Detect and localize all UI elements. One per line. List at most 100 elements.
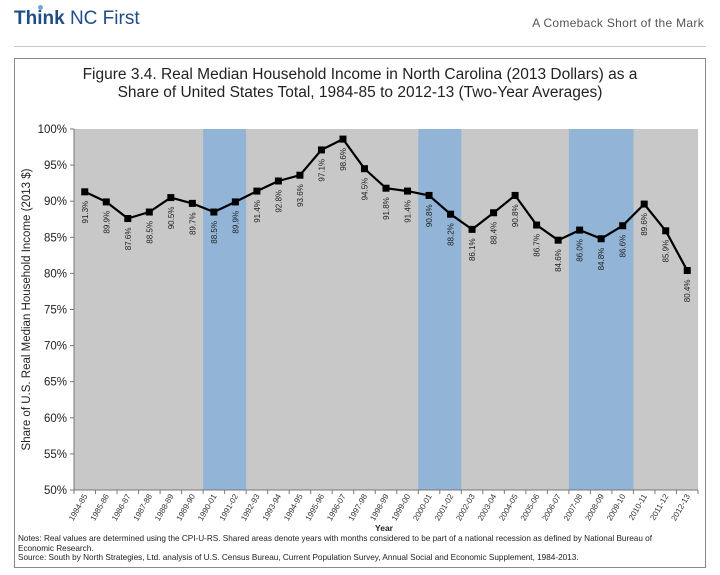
x-tick-label: 1991-02	[218, 492, 241, 522]
data-point	[296, 171, 304, 179]
x-tick-label: 1998-99	[368, 492, 391, 522]
data-point	[404, 187, 412, 195]
x-tick-label: 1992-93	[239, 492, 262, 522]
data-point	[124, 215, 132, 223]
x-tick-label: 1997-98	[347, 492, 370, 522]
data-point	[640, 200, 648, 208]
data-label: 90.8%	[511, 204, 520, 227]
data-point	[360, 165, 368, 173]
x-tick-label: 1990-01	[196, 492, 219, 522]
recession-band	[418, 129, 462, 490]
data-label: 89.9%	[231, 211, 240, 234]
data-point	[81, 188, 89, 196]
recession-band	[568, 129, 634, 490]
data-point	[490, 209, 498, 217]
chart-notes: Notes: Real values are determined using …	[18, 534, 702, 563]
y-tick-label: 85%	[44, 232, 67, 244]
data-point	[102, 198, 110, 206]
data-point	[683, 267, 691, 275]
y-tick-label: 80%	[44, 268, 67, 280]
y-tick-label: 70%	[44, 341, 67, 353]
x-tick-label: 1999-00	[390, 492, 413, 522]
x-tick-label: 1986-87	[110, 492, 133, 522]
chart-title: Figure 3.4. Real Median Household Income…	[14, 66, 706, 102]
data-label: 94.5%	[360, 178, 369, 201]
y-tick-label: 90%	[44, 196, 67, 208]
x-tick-label: 1988-89	[153, 492, 176, 522]
data-point	[167, 194, 175, 202]
x-tick-label: 1985-86	[89, 492, 112, 522]
y-tick-label: 100%	[38, 124, 67, 136]
y-tick-label: 55%	[44, 449, 67, 461]
data-point	[619, 222, 627, 230]
x-tick-label: 2007-08	[562, 492, 585, 522]
data-label: 90.8%	[425, 204, 434, 227]
data-point	[231, 198, 239, 206]
x-tick-label: 1987-88	[132, 492, 155, 522]
header-divider	[14, 46, 706, 47]
data-label: 89.9%	[102, 211, 111, 234]
data-point	[317, 146, 325, 154]
data-point	[662, 227, 670, 235]
logo-dot-icon	[38, 5, 43, 10]
data-label: 91.4%	[404, 200, 413, 223]
data-label: 80.4%	[683, 280, 692, 303]
x-tick-label: 2012-13	[669, 492, 692, 522]
x-tick-label: 2005-06	[519, 492, 542, 522]
x-tick-label: 2004-05	[497, 492, 520, 522]
data-label: 88.2%	[447, 223, 456, 246]
data-point	[425, 191, 433, 199]
y-tick-label: 95%	[44, 160, 67, 172]
data-label: 88.5%	[145, 221, 154, 244]
data-point	[382, 184, 390, 192]
data-label: 84.6%	[554, 249, 563, 272]
y-axis-title: Share of U.S. Real Median Household Inco…	[21, 168, 33, 450]
notes-line1: Notes: Real values are determined using …	[18, 534, 652, 543]
data-label: 86.7%	[533, 234, 542, 257]
x-tick-label: 2006-07	[540, 492, 563, 522]
data-label: 88.5%	[210, 221, 219, 244]
data-label: 86.1%	[468, 238, 477, 261]
logo-rest: NC First	[64, 8, 140, 29]
x-tick-label: 2001-02	[433, 492, 456, 522]
y-tick-label: 60%	[44, 413, 67, 425]
data-point	[576, 226, 584, 234]
data-point	[145, 208, 153, 216]
data-label: 91.8%	[382, 197, 391, 220]
recession-band	[203, 129, 247, 490]
data-label: 85.9%	[662, 240, 671, 263]
x-tick-label: 2011-12	[648, 492, 670, 522]
notes-source: Source: South by North Strategies, Ltd. …	[18, 553, 579, 563]
notes-line2: Economic Research.	[18, 543, 94, 553]
brand-logo: Think NC First	[14, 5, 140, 30]
y-tick-label: 75%	[44, 305, 67, 317]
x-tick-label: 1995-96	[304, 492, 327, 522]
y-tick-label: 50%	[44, 485, 67, 497]
x-tick-label: 2009-10	[605, 492, 628, 522]
data-label: 97.1%	[317, 159, 326, 182]
data-label: 91.3%	[81, 201, 90, 224]
data-label: 91.4%	[253, 200, 262, 223]
data-label: 93.6%	[296, 184, 305, 207]
x-tick-label: 1996-07	[325, 492, 348, 522]
chart-title-line2: Share of United States Total, 1984-85 to…	[117, 84, 603, 101]
data-point	[533, 221, 541, 229]
data-point	[511, 191, 519, 199]
data-point	[597, 235, 605, 243]
data-point	[188, 199, 196, 207]
data-label: 90.5%	[167, 207, 176, 230]
data-label: 98.6%	[339, 148, 348, 171]
data-point	[339, 135, 347, 143]
x-tick-label: 1984-85	[67, 492, 90, 522]
x-tick-label: 2000-01	[411, 492, 434, 522]
data-point	[447, 210, 455, 218]
x-tick-label: 2003-04	[476, 492, 499, 522]
chart-title-line1: Figure 3.4. Real Median Household Income…	[82, 66, 638, 83]
data-point	[274, 177, 282, 185]
x-tick-label: 2008-09	[583, 492, 606, 522]
data-point	[468, 225, 476, 233]
x-tick-label: 1994-95	[282, 492, 305, 522]
x-tick-label: 2002-03	[454, 492, 477, 522]
logo-bold: Think	[14, 8, 65, 29]
